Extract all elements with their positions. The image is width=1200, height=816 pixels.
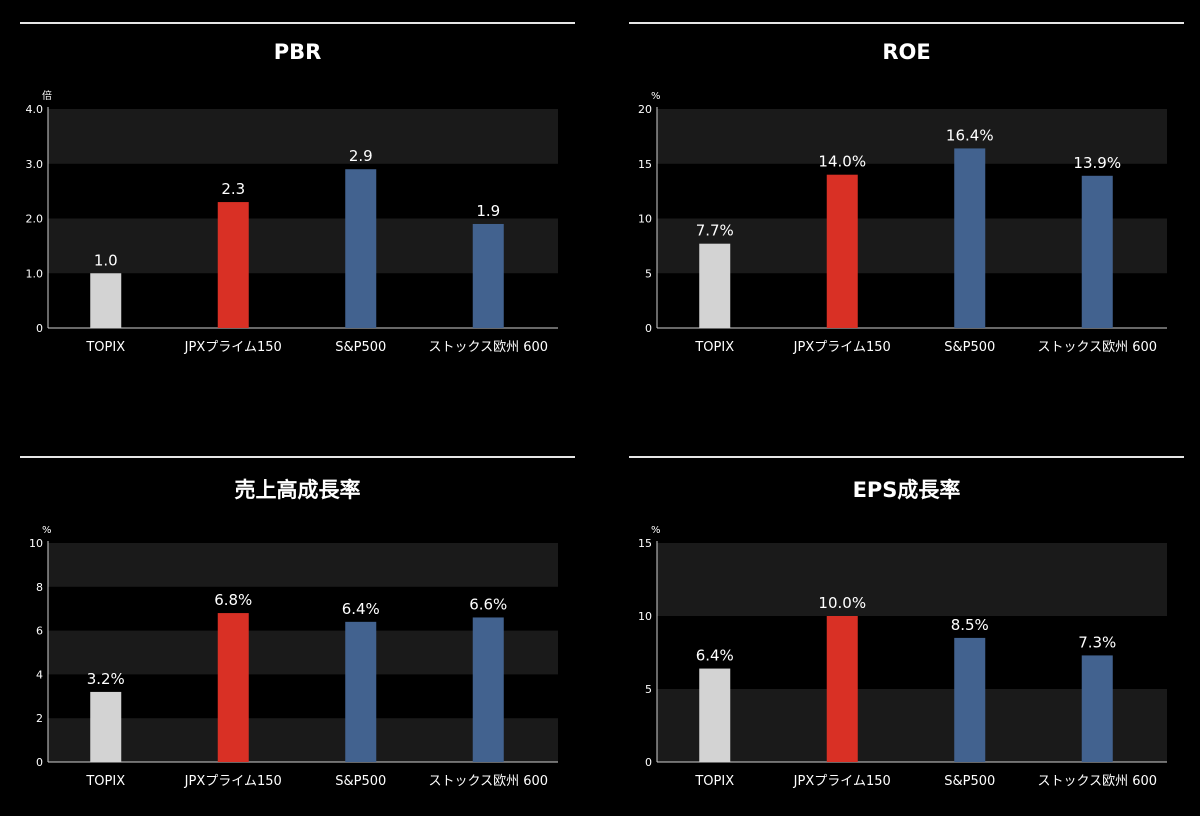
chart-panel-eps-growth: EPS成長率 0 5 10 15% 6.4% TOPIX 10.0% JPXプライム150 8.…: [629, 456, 1184, 816]
grid-band: [48, 543, 558, 587]
y-tick-label: 1.0: [26, 267, 44, 280]
x-tick-label: JPXプライム150: [793, 340, 891, 355]
chart-title: ROE: [882, 40, 931, 64]
chart-panel-roe: ROE 0 5 10 15 20% 7.7% TOPIX 14.0% JPXプライム150 16.…: [629, 22, 1184, 382]
y-unit-label: 倍: [42, 89, 52, 102]
data-label: 16.4%: [946, 126, 994, 144]
y-tick-label: 3.0: [26, 158, 44, 171]
bar: [217, 613, 249, 762]
x-tick-label: ストックス欧州 600: [1037, 774, 1157, 789]
chart-title: 売上高成長率: [234, 478, 361, 502]
chart-plot: 0 1.0 2.0 3.0 4.0倍 1.0 TOPIX 2.3 JPXプライム150 2.9 S&…: [26, 89, 558, 355]
chart-title: PBR: [273, 40, 322, 64]
data-label: 6.8%: [214, 591, 252, 609]
panel-top-rule: [20, 456, 575, 458]
y-tick-label: 4: [36, 668, 43, 681]
y-unit-label: %: [651, 525, 661, 536]
bar: [699, 243, 731, 328]
bar: [954, 637, 986, 762]
data-label: 6.4%: [342, 600, 380, 618]
data-label: 6.6%: [469, 595, 507, 613]
y-tick-label: 15: [638, 158, 652, 171]
x-tick-label: TOPIX: [85, 774, 125, 789]
data-label: 7.7%: [696, 222, 734, 240]
x-tick-label: TOPIX: [694, 774, 734, 789]
bar: [217, 202, 249, 328]
data-label: 8.5%: [951, 616, 989, 634]
y-unit-label: %: [651, 91, 661, 102]
x-tick-label: JPXプライム150: [793, 774, 891, 789]
chart-plot: 0 2 4 6 8 10% 3.2% TOPIX 6.8% JPXプライム150 6.4% S&P50…: [29, 525, 558, 789]
y-tick-label: 0: [36, 322, 43, 335]
data-label: 10.0%: [818, 594, 866, 612]
bar: [472, 617, 504, 762]
y-tick-label: 5: [645, 683, 652, 696]
y-tick-label: 2: [36, 712, 43, 725]
x-tick-label: S&P500: [944, 340, 995, 355]
x-tick-label: S&P500: [335, 774, 386, 789]
data-label: 1.9: [476, 202, 500, 220]
chart-title: EPS成長率: [852, 478, 961, 502]
y-tick-label: 10: [29, 537, 43, 550]
x-tick-label: ストックス欧州 600: [428, 340, 548, 355]
data-label: 1.0: [94, 251, 118, 269]
bar: [826, 174, 858, 328]
grid-band: [48, 109, 558, 164]
x-tick-label: S&P500: [944, 774, 995, 789]
x-tick-label: ストックス欧州 600: [428, 774, 548, 789]
y-tick-label: 2.0: [26, 213, 44, 226]
chart-panel-pbr: PBR 0 1.0 2.0 3.0 4.0 倍 1.0 TOPIX 2.3 JPXプライム150 2…: [20, 22, 575, 382]
bar: [826, 616, 858, 762]
y-tick-label: 8: [36, 581, 43, 594]
x-tick-label: TOPIX: [694, 340, 734, 355]
x-tick-label: TOPIX: [85, 340, 125, 355]
data-label: 6.4%: [696, 647, 734, 665]
y-tick-label: 10: [638, 610, 652, 623]
x-tick-label: JPXプライム150: [184, 774, 282, 789]
bar: [90, 691, 122, 762]
x-tick-label: S&P500: [335, 340, 386, 355]
chart-plot: 0 5 10 15% 6.4% TOPIX 10.0% JPXプライム150 8.5% S&P50…: [638, 525, 1167, 789]
data-label: 2.3: [221, 180, 245, 198]
data-label: 13.9%: [1073, 154, 1121, 172]
chart-panel-sales-growth: 売上高成長率 0 2 4 6 8 10% 3.2% TOPIX 6.8% JPXプライム150 6.…: [20, 456, 575, 816]
data-label: 3.2%: [87, 670, 125, 688]
y-tick-label: 0: [645, 322, 652, 335]
y-unit-label: %: [42, 525, 52, 536]
bar: [90, 273, 122, 328]
y-tick-label: 5: [645, 267, 652, 280]
panel-top-rule: [629, 456, 1184, 458]
bar: [1081, 655, 1113, 762]
y-tick-label: 0: [36, 756, 43, 769]
y-tick-label: 0: [645, 756, 652, 769]
data-label: 14.0%: [818, 153, 866, 171]
y-tick-label: 4.0: [26, 103, 44, 116]
grid-band: [657, 543, 1167, 616]
x-tick-label: JPXプライム150: [184, 340, 282, 355]
x-tick-label: ストックス欧州 600: [1037, 340, 1157, 355]
y-tick-label: 10: [638, 213, 652, 226]
y-tick-label: 20: [638, 103, 652, 116]
panel-top-rule: [629, 22, 1184, 24]
bar: [1081, 175, 1113, 328]
bar: [472, 223, 504, 328]
data-label: 2.9: [349, 147, 373, 165]
y-tick-label: 6: [36, 625, 43, 638]
bar: [345, 169, 377, 328]
bar: [345, 621, 377, 762]
data-label: 7.3%: [1078, 633, 1116, 651]
bar: [699, 668, 731, 762]
bar: [954, 148, 986, 328]
grid-band: [657, 109, 1167, 164]
y-tick-label: 15: [638, 537, 652, 550]
panel-top-rule: [20, 22, 575, 24]
chart-plot: 0 5 10 15 20% 7.7% TOPIX 14.0% JPXプライム150 16.4% S&…: [638, 91, 1167, 355]
